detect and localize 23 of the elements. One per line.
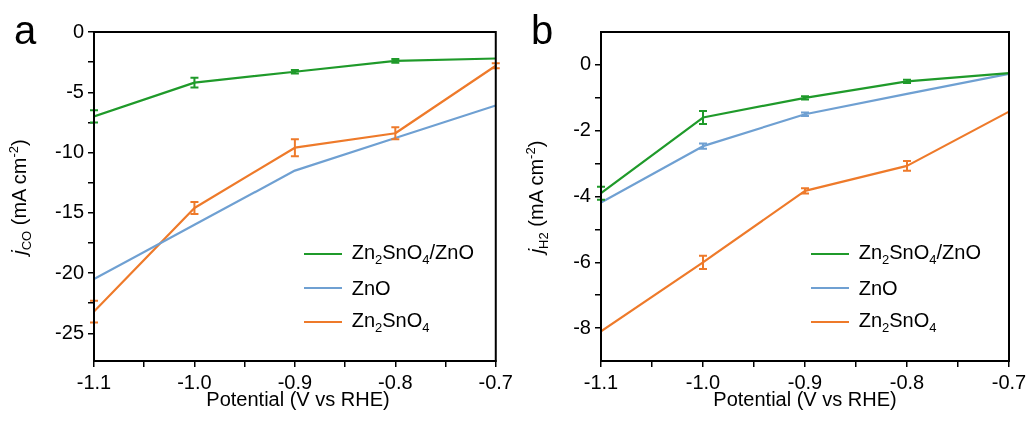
legend-label: ZnO <box>351 276 391 300</box>
y-tick-label: -4 <box>573 184 591 207</box>
legend-label: Zn$_{2}$SnO$_{4}$ <box>351 309 430 335</box>
y-tick-label: -5 <box>66 79 84 102</box>
y-tick-label: -25 <box>55 320 84 343</box>
y-tick-label: -8 <box>573 315 591 338</box>
y-tick-label: 0 <box>579 52 591 75</box>
y-tick-label: -2 <box>573 118 591 141</box>
chart-title: a <box>14 8 37 52</box>
y-tick-label: -10 <box>55 140 84 163</box>
x-tick-label: -0.7 <box>478 370 513 393</box>
legend-label: ZnO <box>858 276 898 300</box>
x-tick-label: -1.1 <box>583 370 619 393</box>
legend-label: Zn$_{2}$SnO$_{4}$ <box>858 309 937 335</box>
y-tick-label: 0 <box>72 19 84 42</box>
x-tick-label: -0.7 <box>991 370 1027 393</box>
y-tick-label: -20 <box>55 260 84 283</box>
y-tick-label: -6 <box>573 249 591 272</box>
x-tick-label: -1.1 <box>76 370 112 393</box>
legend-label: Zn$_{2}$SnO$_{4}$/ZnO <box>351 241 474 267</box>
y-tick-label: -15 <box>55 200 84 223</box>
legend-label: Zn$_{2}$SnO$_{4}$/ZnO <box>858 241 981 267</box>
chart-title: b <box>531 8 554 52</box>
